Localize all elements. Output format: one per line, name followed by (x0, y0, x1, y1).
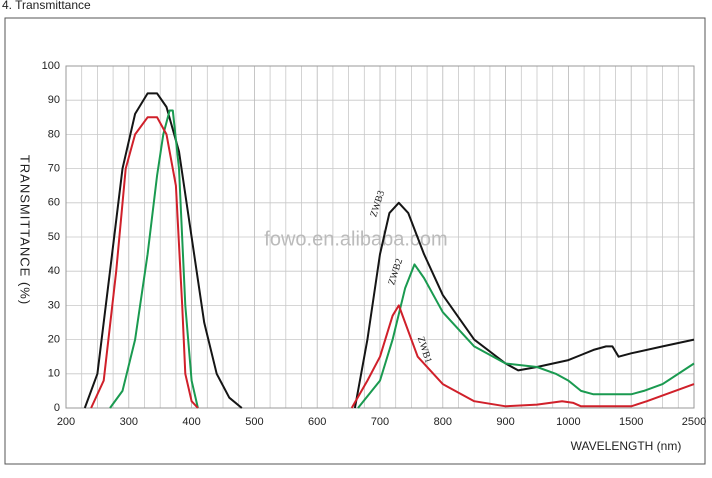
page-title: 4. Transmittance (2, 0, 91, 12)
y-tick-label: 80 (48, 128, 60, 140)
x-tick-label: 700 (371, 416, 389, 428)
x-tick-label: 300 (120, 416, 138, 428)
series-line (90, 116, 695, 409)
y-tick-label: 90 (48, 94, 60, 106)
y-tick-label: 50 (48, 231, 60, 243)
x-tick-label: 2500 (682, 416, 706, 428)
y-tick-label: 10 (48, 368, 60, 380)
y-tick-label: 100 (42, 60, 60, 72)
x-tick-label: 1500 (619, 416, 643, 428)
x-tick-label: 600 (308, 416, 326, 428)
series-line (83, 92, 695, 409)
x-tick-label: 1000 (556, 416, 580, 428)
series-label: ZWB3 (368, 189, 387, 218)
x-tick-label: 200 (57, 416, 75, 428)
x-tick-label: 800 (434, 416, 452, 428)
x-tick-label: 400 (182, 416, 200, 428)
x-tick-label: 500 (245, 416, 263, 428)
x-tick-label: 900 (496, 416, 514, 428)
y-tick-label: 70 (48, 163, 60, 175)
y-axis-label: TRANSMITTANCE (%) (18, 155, 33, 305)
y-tick-label: 0 (54, 402, 60, 414)
series-label: ZWB2 (386, 257, 405, 286)
y-tick-label: 60 (48, 197, 60, 209)
y-tick-label: 30 (48, 299, 60, 311)
plot-border (65, 65, 695, 409)
chart-frame (4, 17, 706, 465)
series-line (109, 109, 695, 409)
y-tick-label: 20 (48, 334, 60, 346)
x-axis-label: WAVELENGTH (nm) (571, 439, 682, 453)
y-tick-label: 40 (48, 265, 60, 277)
watermark: fowo.en.alibaba.com (264, 228, 447, 250)
